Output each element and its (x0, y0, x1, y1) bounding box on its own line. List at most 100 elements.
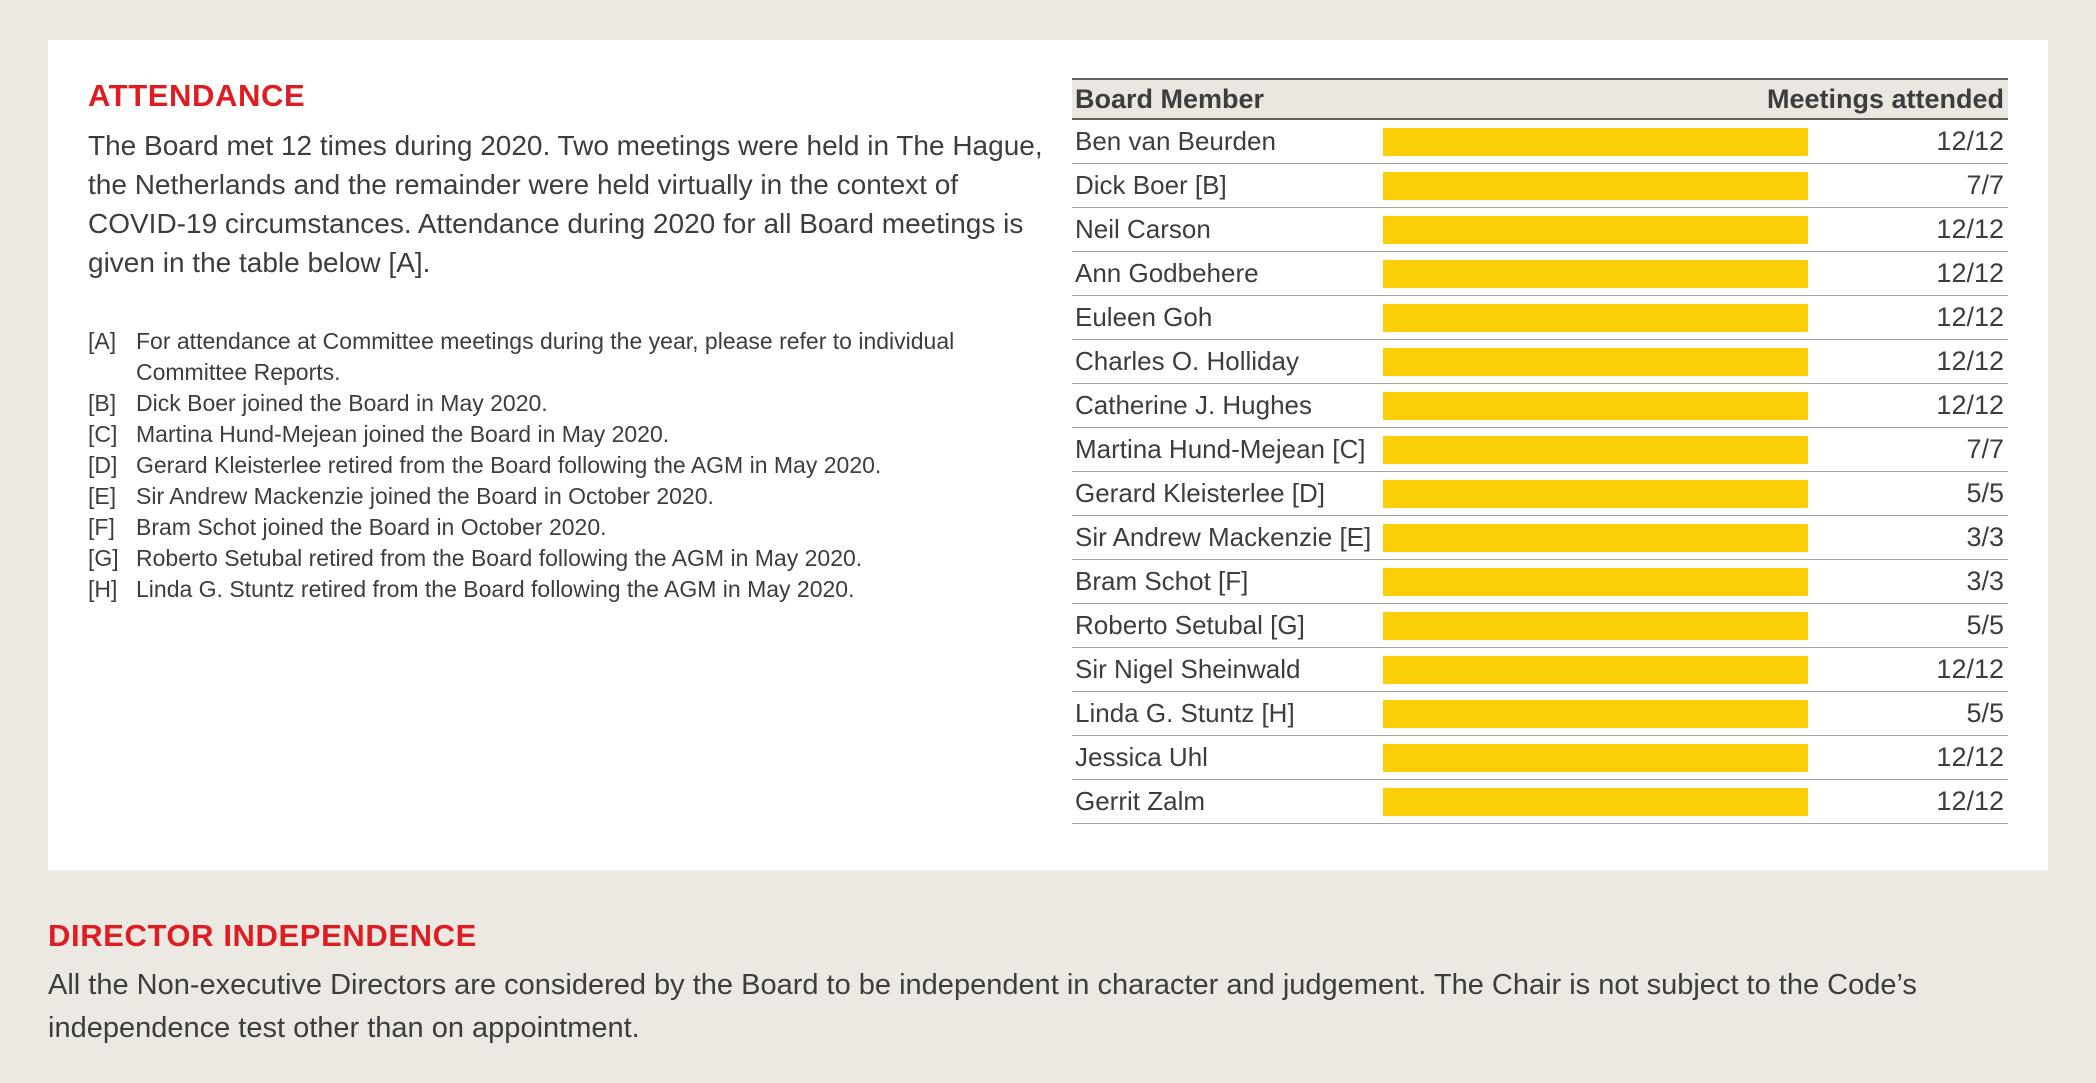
director-independence-section: DIRECTOR INDEPENDENCE All the Non-execut… (48, 918, 2048, 1050)
board-member-name: Charles O. Holliday (1075, 346, 1299, 376)
meetings-attended-value: 7/7 (1966, 170, 2004, 200)
attendance-bar-cell (1383, 127, 1808, 156)
board-member-name: Ben van Beurden (1075, 126, 1276, 156)
table-row: Martina Hund-Mejean [C] 7/7 (1072, 428, 2008, 472)
attendance-bar-cell (1383, 743, 1808, 772)
footnote-item: [B] Dick Boer joined the Board in May 20… (88, 388, 1053, 419)
table-row: Roberto Setubal [G] 5/5 (1072, 604, 2008, 648)
attendance-bar (1383, 567, 1808, 596)
board-member-name: Dick Boer [B] (1075, 170, 1227, 200)
meetings-attended-value: 5/5 (1966, 478, 2004, 508)
footnote-ref: [C] (88, 421, 118, 447)
footnote-ref: [B] (88, 390, 117, 416)
attendance-bar-cell (1383, 567, 1808, 596)
meetings-attended-value: 12/12 (1936, 214, 2004, 244)
attendance-bar-cell (1383, 215, 1808, 244)
table-row: Neil Carson 12/12 (1072, 208, 2008, 252)
attendance-bar-cell (1383, 259, 1808, 288)
meetings-attended-value: 12/12 (1936, 346, 2004, 376)
table-row: Catherine J. Hughes 12/12 (1072, 384, 2008, 428)
column-header-board-member: Board Member (1075, 83, 1265, 114)
attendance-bar-cell (1383, 787, 1808, 816)
board-member-name: Catherine J. Hughes (1075, 390, 1313, 420)
meetings-attended-value: 12/12 (1936, 126, 2004, 156)
attendance-bar (1383, 303, 1808, 332)
footnote-text: For attendance at Committee meetings dur… (136, 328, 955, 385)
attendance-bar (1383, 743, 1808, 772)
attendance-heading: ATTENDANCE (88, 78, 306, 113)
attendance-bar-cell (1383, 303, 1808, 332)
footnote-ref: [G] (88, 545, 119, 571)
footnote-item: [E] Sir Andrew Mackenzie joined the Boar… (88, 481, 1053, 512)
meetings-attended-value: 12/12 (1936, 742, 2004, 772)
board-member-name: Sir Andrew Mackenzie [E] (1075, 522, 1372, 552)
meetings-attended-value: 3/3 (1966, 566, 2004, 596)
board-member-name: Neil Carson (1075, 214, 1211, 244)
attendance-bar-cell (1383, 479, 1808, 508)
meetings-attended-value: 12/12 (1936, 258, 2004, 288)
attendance-bar (1383, 435, 1808, 464)
attendance-bar-cell (1383, 611, 1808, 640)
footnote-ref: [F] (88, 514, 115, 540)
attendance-bar (1383, 699, 1808, 728)
meetings-attended-value: 12/12 (1936, 390, 2004, 420)
table-body: Ben van Beurden 12/12 Dick Boer [B] 7/7 … (1072, 120, 2008, 824)
attendance-bar-cell (1383, 347, 1808, 376)
board-member-name: Sir Nigel Sheinwald (1075, 654, 1301, 684)
attendance-bar (1383, 391, 1808, 420)
board-member-name: Bram Schot [F] (1075, 566, 1249, 596)
footnote-text: Roberto Setubal retired from the Board f… (136, 545, 863, 571)
attendance-bar-cell (1383, 435, 1808, 464)
table-row: Ann Godbehere 12/12 (1072, 252, 2008, 296)
footnote-item: [C] Martina Hund-Mejean joined the Board… (88, 419, 1053, 450)
director-independence-heading: DIRECTOR INDEPENDENCE (48, 918, 477, 953)
meetings-attended-value: 12/12 (1936, 302, 2004, 332)
meetings-attended-value: 12/12 (1936, 654, 2004, 684)
footnotes-list: [A] For attendance at Committee meetings… (88, 326, 1053, 605)
attendance-bar (1383, 787, 1808, 816)
attendance-bar (1383, 523, 1808, 552)
board-member-name: Gerrit Zalm (1075, 786, 1205, 816)
table-row: Sir Nigel Sheinwald 12/12 (1072, 648, 2008, 692)
attendance-bar (1383, 215, 1808, 244)
column-header-meetings-attended: Meetings attended (1766, 83, 2004, 114)
table-row: Jessica Uhl 12/12 (1072, 736, 2008, 780)
table-row: Gerard Kleisterlee [D] 5/5 (1072, 472, 2008, 516)
board-member-name: Roberto Setubal [G] (1075, 610, 1305, 640)
footnote-text: Gerard Kleisterlee retired from the Boar… (136, 452, 882, 478)
table-header-row: Board Member Meetings attended (1072, 78, 2008, 120)
attendance-bar-cell (1383, 699, 1808, 728)
table-row: Bram Schot [F] 3/3 (1072, 560, 2008, 604)
attendance-intro-paragraph: The Board met 12 times during 2020. Two … (88, 130, 1043, 278)
board-member-name: Linda G. Stuntz [H] (1075, 698, 1295, 728)
footnote-text: Dick Boer joined the Board in May 2020. (136, 390, 548, 416)
attendance-bar (1383, 127, 1808, 156)
meetings-attended-value: 5/5 (1966, 698, 2004, 728)
attendance-bar-cell (1383, 523, 1808, 552)
footnote-item: [F] Bram Schot joined the Board in Octob… (88, 512, 1053, 543)
table-row: Euleen Goh 12/12 (1072, 296, 2008, 340)
meetings-attended-value: 3/3 (1966, 522, 2004, 552)
footnote-text: Bram Schot joined the Board in October 2… (136, 514, 607, 540)
meetings-attended-value: 5/5 (1966, 610, 2004, 640)
footnote-text: Sir Andrew Mackenzie joined the Board in… (136, 483, 714, 509)
attendance-bar (1383, 171, 1808, 200)
footnote-ref: [H] (88, 576, 118, 602)
attendance-bar (1383, 347, 1808, 376)
table-row: Dick Boer [B] 7/7 (1072, 164, 2008, 208)
footnote-ref: [A] (88, 328, 117, 354)
footnote-item: [H] Linda G. Stuntz retired from the Boa… (88, 574, 1053, 605)
attendance-table: Board Member Meetings attended Ben van B… (1072, 78, 2008, 824)
board-member-name: Ann Godbehere (1075, 258, 1259, 288)
attendance-bar-cell (1383, 655, 1808, 684)
footnote-ref: [D] (88, 452, 118, 478)
meetings-attended-value: 12/12 (1936, 786, 2004, 816)
attendance-card: ATTENDANCE The Board met 12 times during… (48, 40, 2048, 870)
table-row: Charles O. Holliday 12/12 (1072, 340, 2008, 384)
attendance-bar (1383, 259, 1808, 288)
attendance-bar-cell (1383, 171, 1808, 200)
footnote-item: [G] Roberto Setubal retired from the Boa… (88, 543, 1053, 574)
board-member-name: Jessica Uhl (1075, 742, 1208, 772)
footnote-text: Martina Hund-Mejean joined the Board in … (136, 421, 670, 447)
